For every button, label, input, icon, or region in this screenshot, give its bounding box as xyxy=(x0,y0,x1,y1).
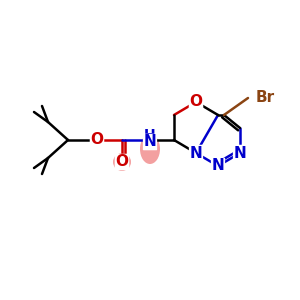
Ellipse shape xyxy=(140,134,160,164)
Text: O: O xyxy=(190,94,202,110)
Text: N: N xyxy=(234,146,246,160)
Text: N: N xyxy=(190,146,202,160)
Text: H: H xyxy=(144,128,156,142)
Text: O: O xyxy=(116,154,128,169)
Text: Br: Br xyxy=(256,91,275,106)
Text: O: O xyxy=(91,133,103,148)
Text: N: N xyxy=(212,158,224,173)
Ellipse shape xyxy=(113,153,131,171)
Text: N: N xyxy=(144,134,156,149)
